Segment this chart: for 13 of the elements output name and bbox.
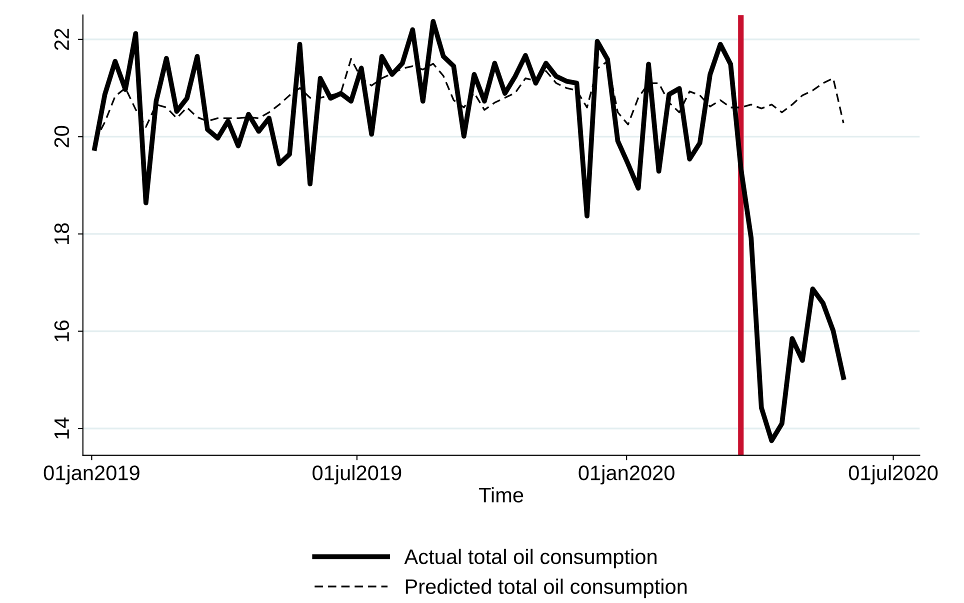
y-tick-label: 14 bbox=[54, 418, 69, 439]
y-tick-label: 18 bbox=[54, 223, 70, 244]
x-tick-label: 01jan2019 bbox=[44, 464, 140, 484]
legend-label: Actual total oil consumption bbox=[404, 548, 656, 568]
legend-label: Predicted total oil consumption bbox=[406, 578, 687, 598]
x-tick-label: 01jul2020 bbox=[848, 464, 938, 484]
x-tick-label: 01jan2020 bbox=[578, 464, 674, 484]
x-tick-label: 01jul2019 bbox=[312, 464, 402, 484]
line-series bbox=[92, 18, 846, 444]
y-tick-label: 22 bbox=[54, 28, 69, 50]
y-tick-label: 16 bbox=[54, 320, 70, 342]
x-axis-title: Time bbox=[478, 487, 524, 502]
y-tick-label: 20 bbox=[54, 126, 70, 148]
